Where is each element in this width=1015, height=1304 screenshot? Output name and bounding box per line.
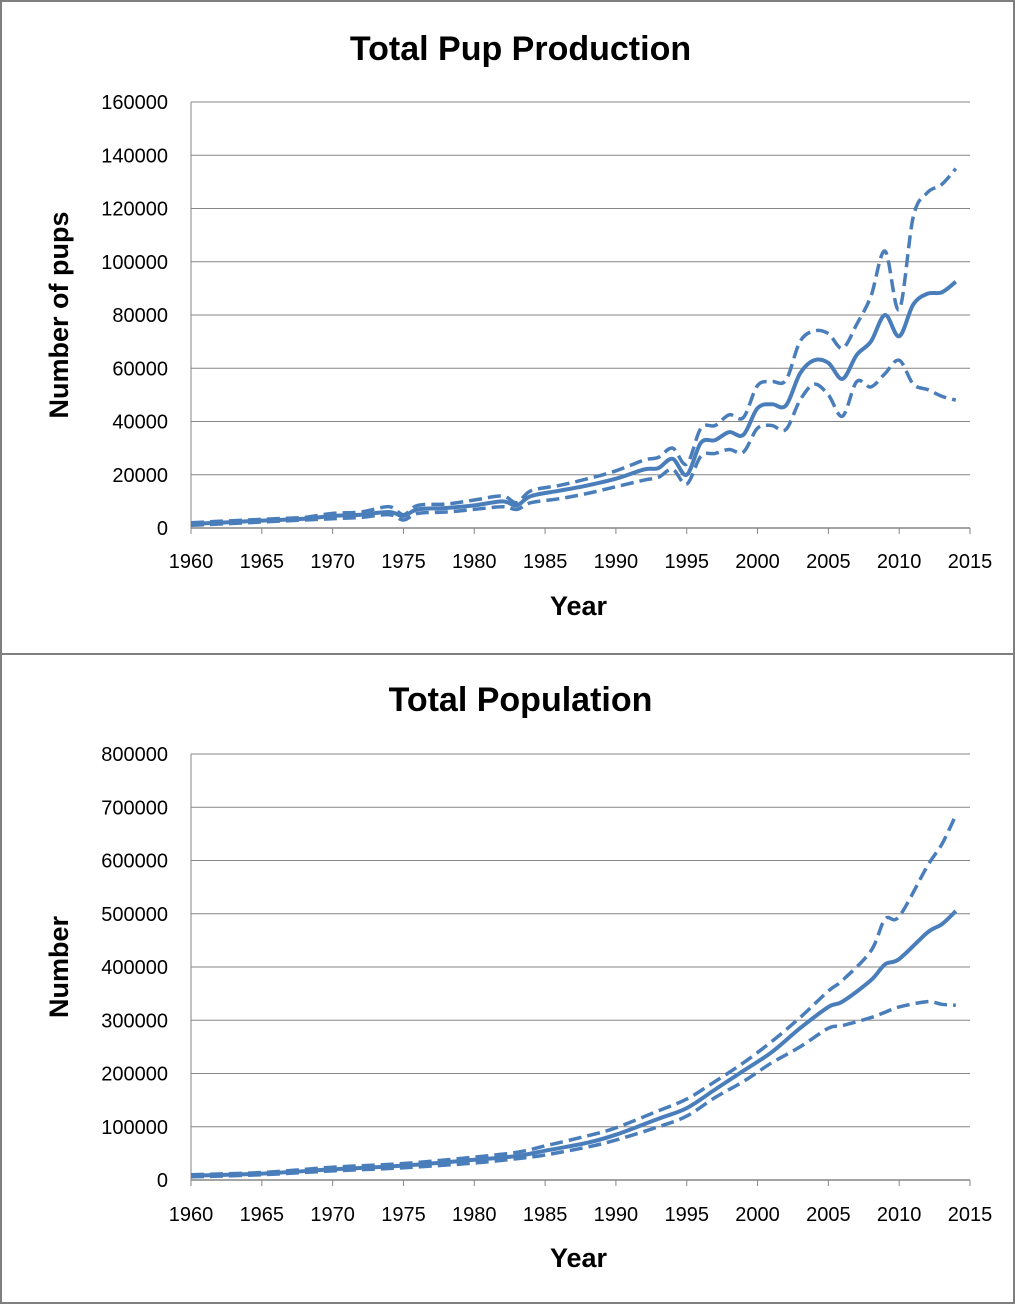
y-tick-label: 0 <box>157 1170 168 1192</box>
x-tick-label: 1975 <box>381 551 426 573</box>
y-tick-label: 20000 <box>112 465 168 487</box>
x-tick-label: 2010 <box>877 1204 922 1226</box>
series-line-solid-1 <box>190 909 958 1178</box>
x-tick-label: 1990 <box>594 1204 639 1226</box>
chart-panel-pups <box>0 0 1015 656</box>
x-tick-label: 1985 <box>523 1204 568 1226</box>
x-tick-label: 1975 <box>381 1204 426 1226</box>
y-tick-label: 0 <box>157 518 168 540</box>
x-tick-label: 1995 <box>664 1204 709 1226</box>
y-axis-label: Number of pups <box>44 212 74 419</box>
x-tick-label: 1970 <box>310 1204 355 1226</box>
y-tick-label: 120000 <box>101 199 168 221</box>
x-tick-label: 1985 <box>523 551 568 573</box>
series-line-dashed-2 <box>190 814 958 1177</box>
y-tick-label: 300000 <box>101 1010 168 1032</box>
chart-1: Total Pup Production 0 20000 40000 60000 8000… <box>44 30 992 621</box>
x-axis-label: Year <box>550 591 608 621</box>
y-tick-label: 60000 <box>112 358 168 380</box>
x-tick-label: 1990 <box>594 551 639 573</box>
series-line-solid-1 <box>190 280 958 526</box>
y-tick-label: 600000 <box>101 851 168 873</box>
x-tick-label: 2015 <box>948 551 993 573</box>
y-tick-label: 100000 <box>101 252 168 274</box>
chart-2: Total Population 0 100000 200000 300000 40000… <box>44 681 992 1273</box>
x-tick-label: 1965 <box>240 551 285 573</box>
y-tick-label: 200000 <box>101 1064 168 1086</box>
x-tick-label: 1960 <box>169 1204 214 1226</box>
y-tick-label: 140000 <box>101 145 168 167</box>
x-tick-label: 1970 <box>310 551 355 573</box>
chart-title: Total Population <box>389 681 653 719</box>
series-line-dashed-3 <box>190 999 956 1179</box>
chart-title: Total Pup Production <box>350 30 691 68</box>
y-tick-label: 40000 <box>112 412 168 434</box>
x-tick-label: 2015 <box>948 1204 993 1226</box>
y-tick-label: 700000 <box>101 797 168 819</box>
series-line-dashed-2 <box>190 167 958 525</box>
x-tick-label: 2005 <box>806 1204 851 1226</box>
y-tick-label: 100000 <box>101 1117 168 1139</box>
x-tick-label: 2000 <box>735 551 780 573</box>
x-tick-label: 2005 <box>806 551 851 573</box>
x-tick-label: 1980 <box>452 1204 497 1226</box>
y-tick-label: 500000 <box>101 904 168 926</box>
y-tick-label: 80000 <box>112 305 168 327</box>
x-tick-label: 1965 <box>240 1204 285 1226</box>
x-tick-label: 2000 <box>735 1204 780 1226</box>
x-tick-label: 1995 <box>664 551 709 573</box>
series-line-dashed-3 <box>190 358 957 528</box>
y-axis-label: Number <box>44 916 74 1019</box>
x-tick-label: 1980 <box>452 551 497 573</box>
y-tick-label: 400000 <box>101 957 168 979</box>
y-tick-label: 800000 <box>101 744 168 766</box>
y-tick-label: 160000 <box>101 92 168 114</box>
x-tick-label: 1960 <box>169 551 214 573</box>
x-axis-label: Year <box>550 1243 608 1273</box>
x-tick-label: 2010 <box>877 551 922 573</box>
